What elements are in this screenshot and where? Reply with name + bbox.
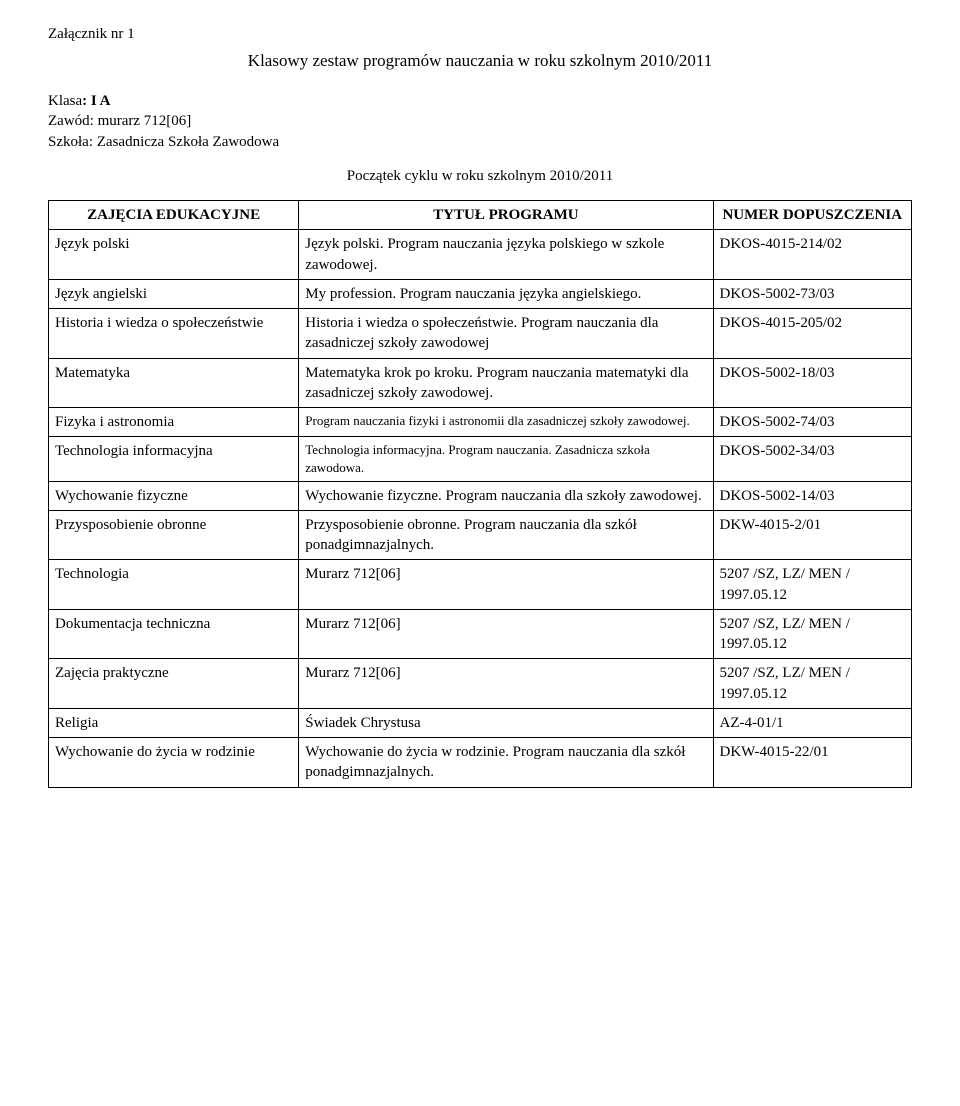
cell-subject: Religia [49,708,299,737]
cell-subject: Technologia [49,560,299,610]
cell-program-title: Wychowanie do życia w rodzinie. Program … [299,738,713,788]
cell-approval-number: DKOS-4015-205/02 [713,309,912,359]
cell-program-title: Murarz 712[06] [299,609,713,659]
cell-subject: Dokumentacja techniczna [49,609,299,659]
table-row: Język angielskiMy profession. Program na… [49,279,912,308]
cell-program-title: Matematyka krok po kroku. Program naucza… [299,358,713,408]
cell-approval-number: DKOS-5002-18/03 [713,358,912,408]
cell-subject: Język polski [49,230,299,280]
table-row: TechnologiaMurarz 712[06]5207 /SZ, LZ/ M… [49,560,912,610]
klasa-label: Klasa [48,93,82,109]
cell-approval-number: DKOS-5002-14/03 [713,481,912,510]
table-row: Wychowanie do życia w rodzinieWychowanie… [49,738,912,788]
cell-subject: Wychowanie fizyczne [49,481,299,510]
table-row: Język polskiJęzyk polski. Program naucza… [49,230,912,280]
cell-program-title: Technologia informacyjna. Program naucza… [299,437,713,481]
cell-approval-number: DKOS-5002-73/03 [713,279,912,308]
zawod-label: Zawód: [48,113,98,129]
table-row: Fizyka i astronomiaProgram nauczania fiz… [49,408,912,437]
cell-subject: Technologia informacyjna [49,437,299,481]
cell-subject: Zajęcia praktyczne [49,659,299,709]
cell-approval-number: DKW-4015-22/01 [713,738,912,788]
meta-block: Klasa: I A Zawód: murarz 712[06] Szkoła:… [48,91,912,152]
meta-szkola: Szkoła: Zasadnicza Szkoła Zawodowa [48,132,912,152]
cell-program-title: Świadek Chrystusa [299,708,713,737]
cell-subject: Historia i wiedza o społeczeństwie [49,309,299,359]
cell-subject: Język angielski [49,279,299,308]
cell-approval-number: 5207 /SZ, LZ/ MEN / 1997.05.12 [713,659,912,709]
programs-table: ZAJĘCIA EDUKACYJNE TYTUŁ PROGRAMU NUMER … [48,200,912,787]
cell-program-title: Język polski. Program nauczania języka p… [299,230,713,280]
main-title: Klasowy zestaw programów nauczania w rok… [48,50,912,73]
cycle-start: Początek cyklu w roku szkolnym 2010/2011 [48,166,912,186]
cell-approval-number: DKOS-4015-214/02 [713,230,912,280]
table-header-row: ZAJĘCIA EDUKACYJNE TYTUŁ PROGRAMU NUMER … [49,201,912,230]
szkola-value: Zasadnicza Szkoła Zawodowa [97,134,279,150]
header-col1: ZAJĘCIA EDUKACYJNE [49,201,299,230]
cell-program-title: Murarz 712[06] [299,659,713,709]
cell-subject: Wychowanie do życia w rodzinie [49,738,299,788]
meta-zawod: Zawód: murarz 712[06] [48,111,912,131]
table-row: Historia i wiedza o społeczeństwieHistor… [49,309,912,359]
cell-approval-number: AZ-4-01/1 [713,708,912,737]
attachment-label: Załącznik nr 1 [48,24,912,44]
header-col2: TYTUŁ PROGRAMU [299,201,713,230]
table-row: Przysposobienie obronnePrzysposobienie o… [49,510,912,560]
header-col3: NUMER DOPUSZCZENIA [713,201,912,230]
table-row: Zajęcia praktyczneMurarz 712[06]5207 /SZ… [49,659,912,709]
cell-subject: Matematyka [49,358,299,408]
klasa-value: : I A [82,93,110,109]
cell-program-title: Wychowanie fizyczne. Program nauczania d… [299,481,713,510]
table-row: Wychowanie fizyczneWychowanie fizyczne. … [49,481,912,510]
cell-program-title: Murarz 712[06] [299,560,713,610]
table-row: MatematykaMatematyka krok po kroku. Prog… [49,358,912,408]
table-row: Dokumentacja technicznaMurarz 712[06]520… [49,609,912,659]
cell-approval-number: DKOS-5002-74/03 [713,408,912,437]
cell-program-title: Program nauczania fizyki i astronomii dl… [299,408,713,437]
cell-approval-number: DKOS-5002-34/03 [713,437,912,481]
cell-subject: Przysposobienie obronne [49,510,299,560]
table-row: ReligiaŚwiadek ChrystusaAZ-4-01/1 [49,708,912,737]
meta-klasa: Klasa: I A [48,91,912,111]
cell-subject: Fizyka i astronomia [49,408,299,437]
zawod-value: murarz 712[06] [98,113,192,129]
cell-approval-number: 5207 /SZ, LZ/ MEN / 1997.05.12 [713,609,912,659]
szkola-label: Szkoła: [48,134,97,150]
cell-program-title: Historia i wiedza o społeczeństwie. Prog… [299,309,713,359]
cell-approval-number: DKW-4015-2/01 [713,510,912,560]
table-row: Technologia informacyjnaTechnologia info… [49,437,912,481]
cell-approval-number: 5207 /SZ, LZ/ MEN / 1997.05.12 [713,560,912,610]
cell-program-title: Przysposobienie obronne. Program nauczan… [299,510,713,560]
cell-program-title: My profession. Program nauczania języka … [299,279,713,308]
